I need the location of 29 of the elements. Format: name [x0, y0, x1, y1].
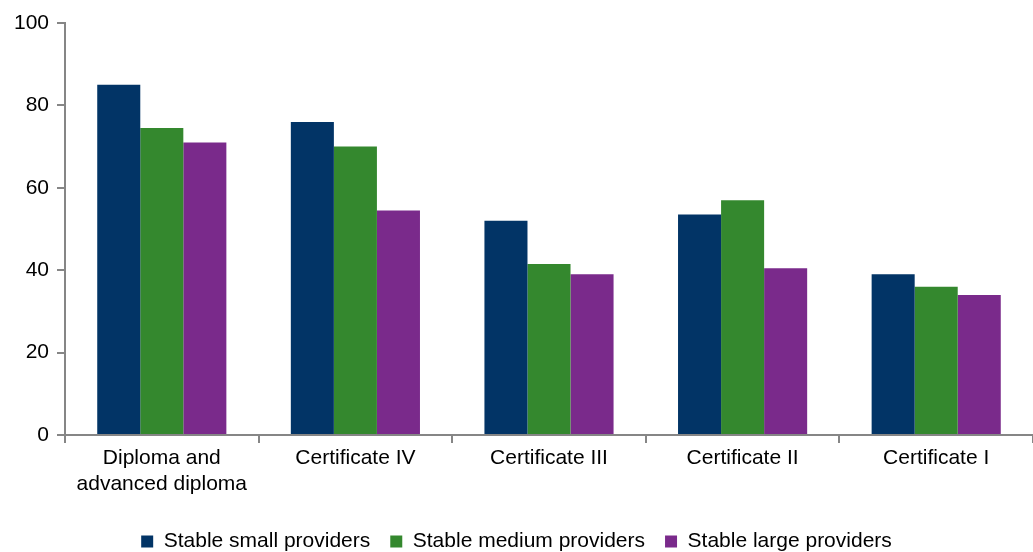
bar — [871, 274, 915, 434]
x-tick-label: Certificate I — [883, 445, 990, 469]
bar — [290, 121, 334, 434]
bar — [527, 264, 571, 434]
bar — [333, 146, 377, 434]
x-tick-label: Certificate III — [490, 445, 608, 469]
y-tick-label: 100 — [13, 9, 49, 33]
bar — [183, 142, 227, 434]
legend-label: Stable small providers — [163, 528, 371, 552]
x-tick-label: Diploma and advanced diploma — [76, 445, 248, 494]
bar — [678, 214, 722, 434]
y-tick-label: 80 — [25, 92, 49, 116]
y-tick-label: 0 — [37, 421, 49, 445]
legend-label: Stable medium providers — [412, 528, 646, 552]
legend-label: Stable large providers — [687, 528, 892, 552]
x-tick-label: Certificate II — [686, 445, 799, 469]
bar — [721, 200, 765, 434]
bar — [484, 220, 528, 434]
bar — [764, 268, 808, 434]
bar — [914, 286, 958, 434]
bar — [97, 84, 141, 434]
bar — [376, 210, 420, 434]
x-tick-label: Certificate IV — [295, 445, 416, 469]
y-tick-label: 40 — [25, 257, 49, 280]
bar — [957, 294, 1001, 434]
y-tick-label: 60 — [25, 174, 49, 198]
bar — [570, 274, 614, 434]
bar — [140, 128, 184, 434]
y-tick-label: 20 — [25, 339, 49, 363]
